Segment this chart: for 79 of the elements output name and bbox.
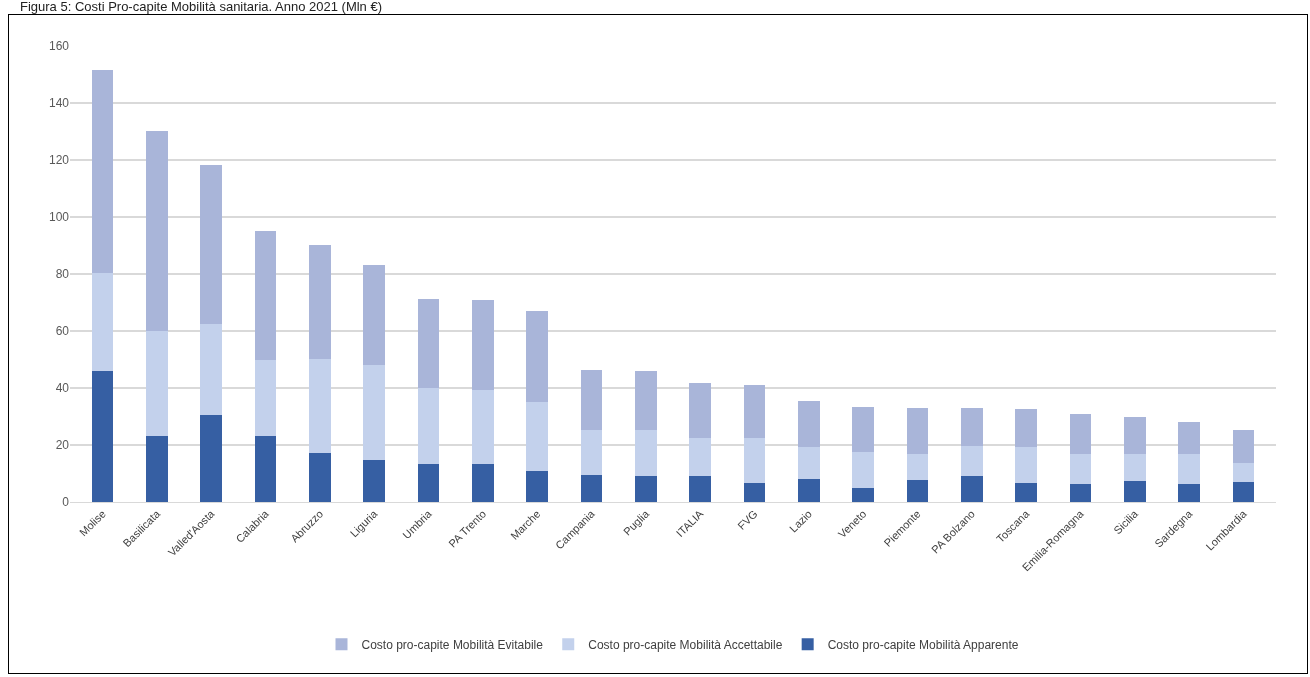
bar — [1015, 408, 1037, 447]
bar — [689, 383, 712, 438]
bar — [960, 475, 983, 502]
bar — [363, 364, 386, 460]
bar — [1178, 484, 1200, 502]
bar — [146, 331, 168, 436]
y-tick-label: 40 — [55, 381, 70, 396]
bar — [634, 429, 657, 477]
bar — [797, 479, 820, 502]
y-tick-label: 20 — [55, 438, 70, 453]
bar — [906, 480, 929, 502]
bar — [852, 407, 874, 453]
bar — [254, 231, 277, 361]
bar — [580, 370, 603, 430]
bar — [309, 358, 331, 453]
bar — [254, 435, 277, 502]
bar — [689, 437, 712, 477]
bar — [363, 459, 386, 502]
bar — [1178, 421, 1200, 454]
bar — [417, 463, 440, 502]
legend-label: Costo pro-capite Mobilità Evitabile — [361, 637, 544, 652]
bar — [1069, 414, 1092, 455]
bar — [526, 402, 549, 472]
bar — [1015, 483, 1037, 502]
bar — [852, 452, 874, 488]
bar — [1232, 482, 1255, 502]
bar — [526, 311, 549, 403]
bar — [363, 264, 386, 365]
legend-label: Costo pro-capite Mobilità Accettabile — [588, 637, 783, 652]
bar — [797, 400, 820, 447]
bar — [1123, 416, 1146, 455]
bar — [580, 429, 603, 475]
bar — [91, 272, 114, 371]
bar — [1123, 481, 1146, 502]
bar — [91, 70, 114, 273]
bar — [200, 164, 223, 325]
bar — [146, 130, 168, 331]
bar — [960, 407, 983, 447]
y-tick-label: 80 — [55, 267, 70, 282]
y-tick-label: 120 — [48, 153, 70, 168]
bar — [526, 471, 549, 502]
bar — [1123, 454, 1146, 482]
bar — [1232, 463, 1255, 483]
bar — [1178, 453, 1200, 485]
bar — [200, 324, 223, 416]
y-tick-label: 140 — [48, 96, 70, 111]
y-tick-label: 60 — [55, 324, 70, 339]
bar — [1069, 454, 1092, 485]
bar — [743, 438, 766, 484]
bar — [472, 299, 494, 390]
y-tick-label: 100 — [48, 210, 70, 225]
bar — [309, 452, 331, 502]
y-tick-label: 0 — [62, 495, 70, 510]
bar — [1015, 447, 1037, 484]
legend-label: Costo pro-capite Mobilità Apparente — [827, 637, 1019, 652]
bar — [906, 453, 929, 481]
bar — [309, 244, 331, 359]
bar — [1232, 430, 1255, 464]
bar — [634, 476, 657, 502]
bar — [852, 487, 874, 502]
bar — [580, 474, 603, 502]
bar — [200, 415, 223, 502]
bar — [906, 407, 929, 454]
bar — [960, 446, 983, 476]
y-tick-label: 160 — [48, 39, 70, 54]
bar — [1069, 484, 1092, 502]
bar — [146, 435, 168, 502]
bar — [472, 463, 494, 502]
bar — [254, 360, 277, 436]
bar — [797, 447, 820, 480]
bar — [634, 371, 657, 430]
bar — [472, 390, 494, 464]
bar — [417, 388, 440, 464]
chart-title: Figura 5: Costi Pro-capite Mobilità sanitaria. Anno 2021 (Mln €) — [20, 0, 383, 14]
bar — [743, 483, 766, 502]
bar — [743, 385, 766, 439]
bar — [417, 299, 440, 388]
bar — [91, 370, 114, 502]
bar — [689, 476, 712, 502]
